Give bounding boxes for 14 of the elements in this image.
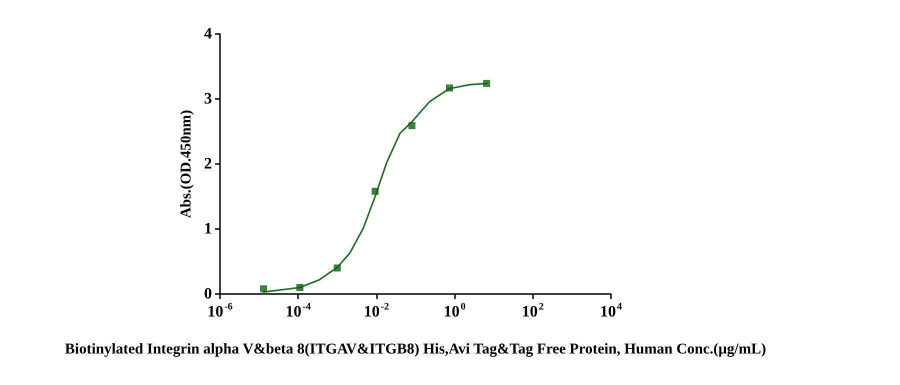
y-tick-label: 2	[204, 156, 212, 172]
point	[408, 122, 416, 130]
y-tick-label: 3	[204, 90, 212, 108]
x-axis-title: Biotinylated Integrin alpha V&beta 8(ITGAV&ITGB8) His,Avi Tag&Tag Free Protein, Human Conc.(μg/mL)	[64, 342, 766, 358]
y-tick-label: 4	[204, 26, 212, 42]
point	[334, 264, 341, 272]
point	[446, 84, 453, 92]
point	[372, 188, 379, 195]
y-axis-title: Abs.(OD.450nm)	[178, 110, 194, 218]
y-tick-label: 1	[204, 220, 212, 238]
point	[260, 285, 268, 292]
point	[483, 80, 490, 87]
y-tick-label: 0	[204, 286, 212, 302]
point	[296, 284, 304, 291]
